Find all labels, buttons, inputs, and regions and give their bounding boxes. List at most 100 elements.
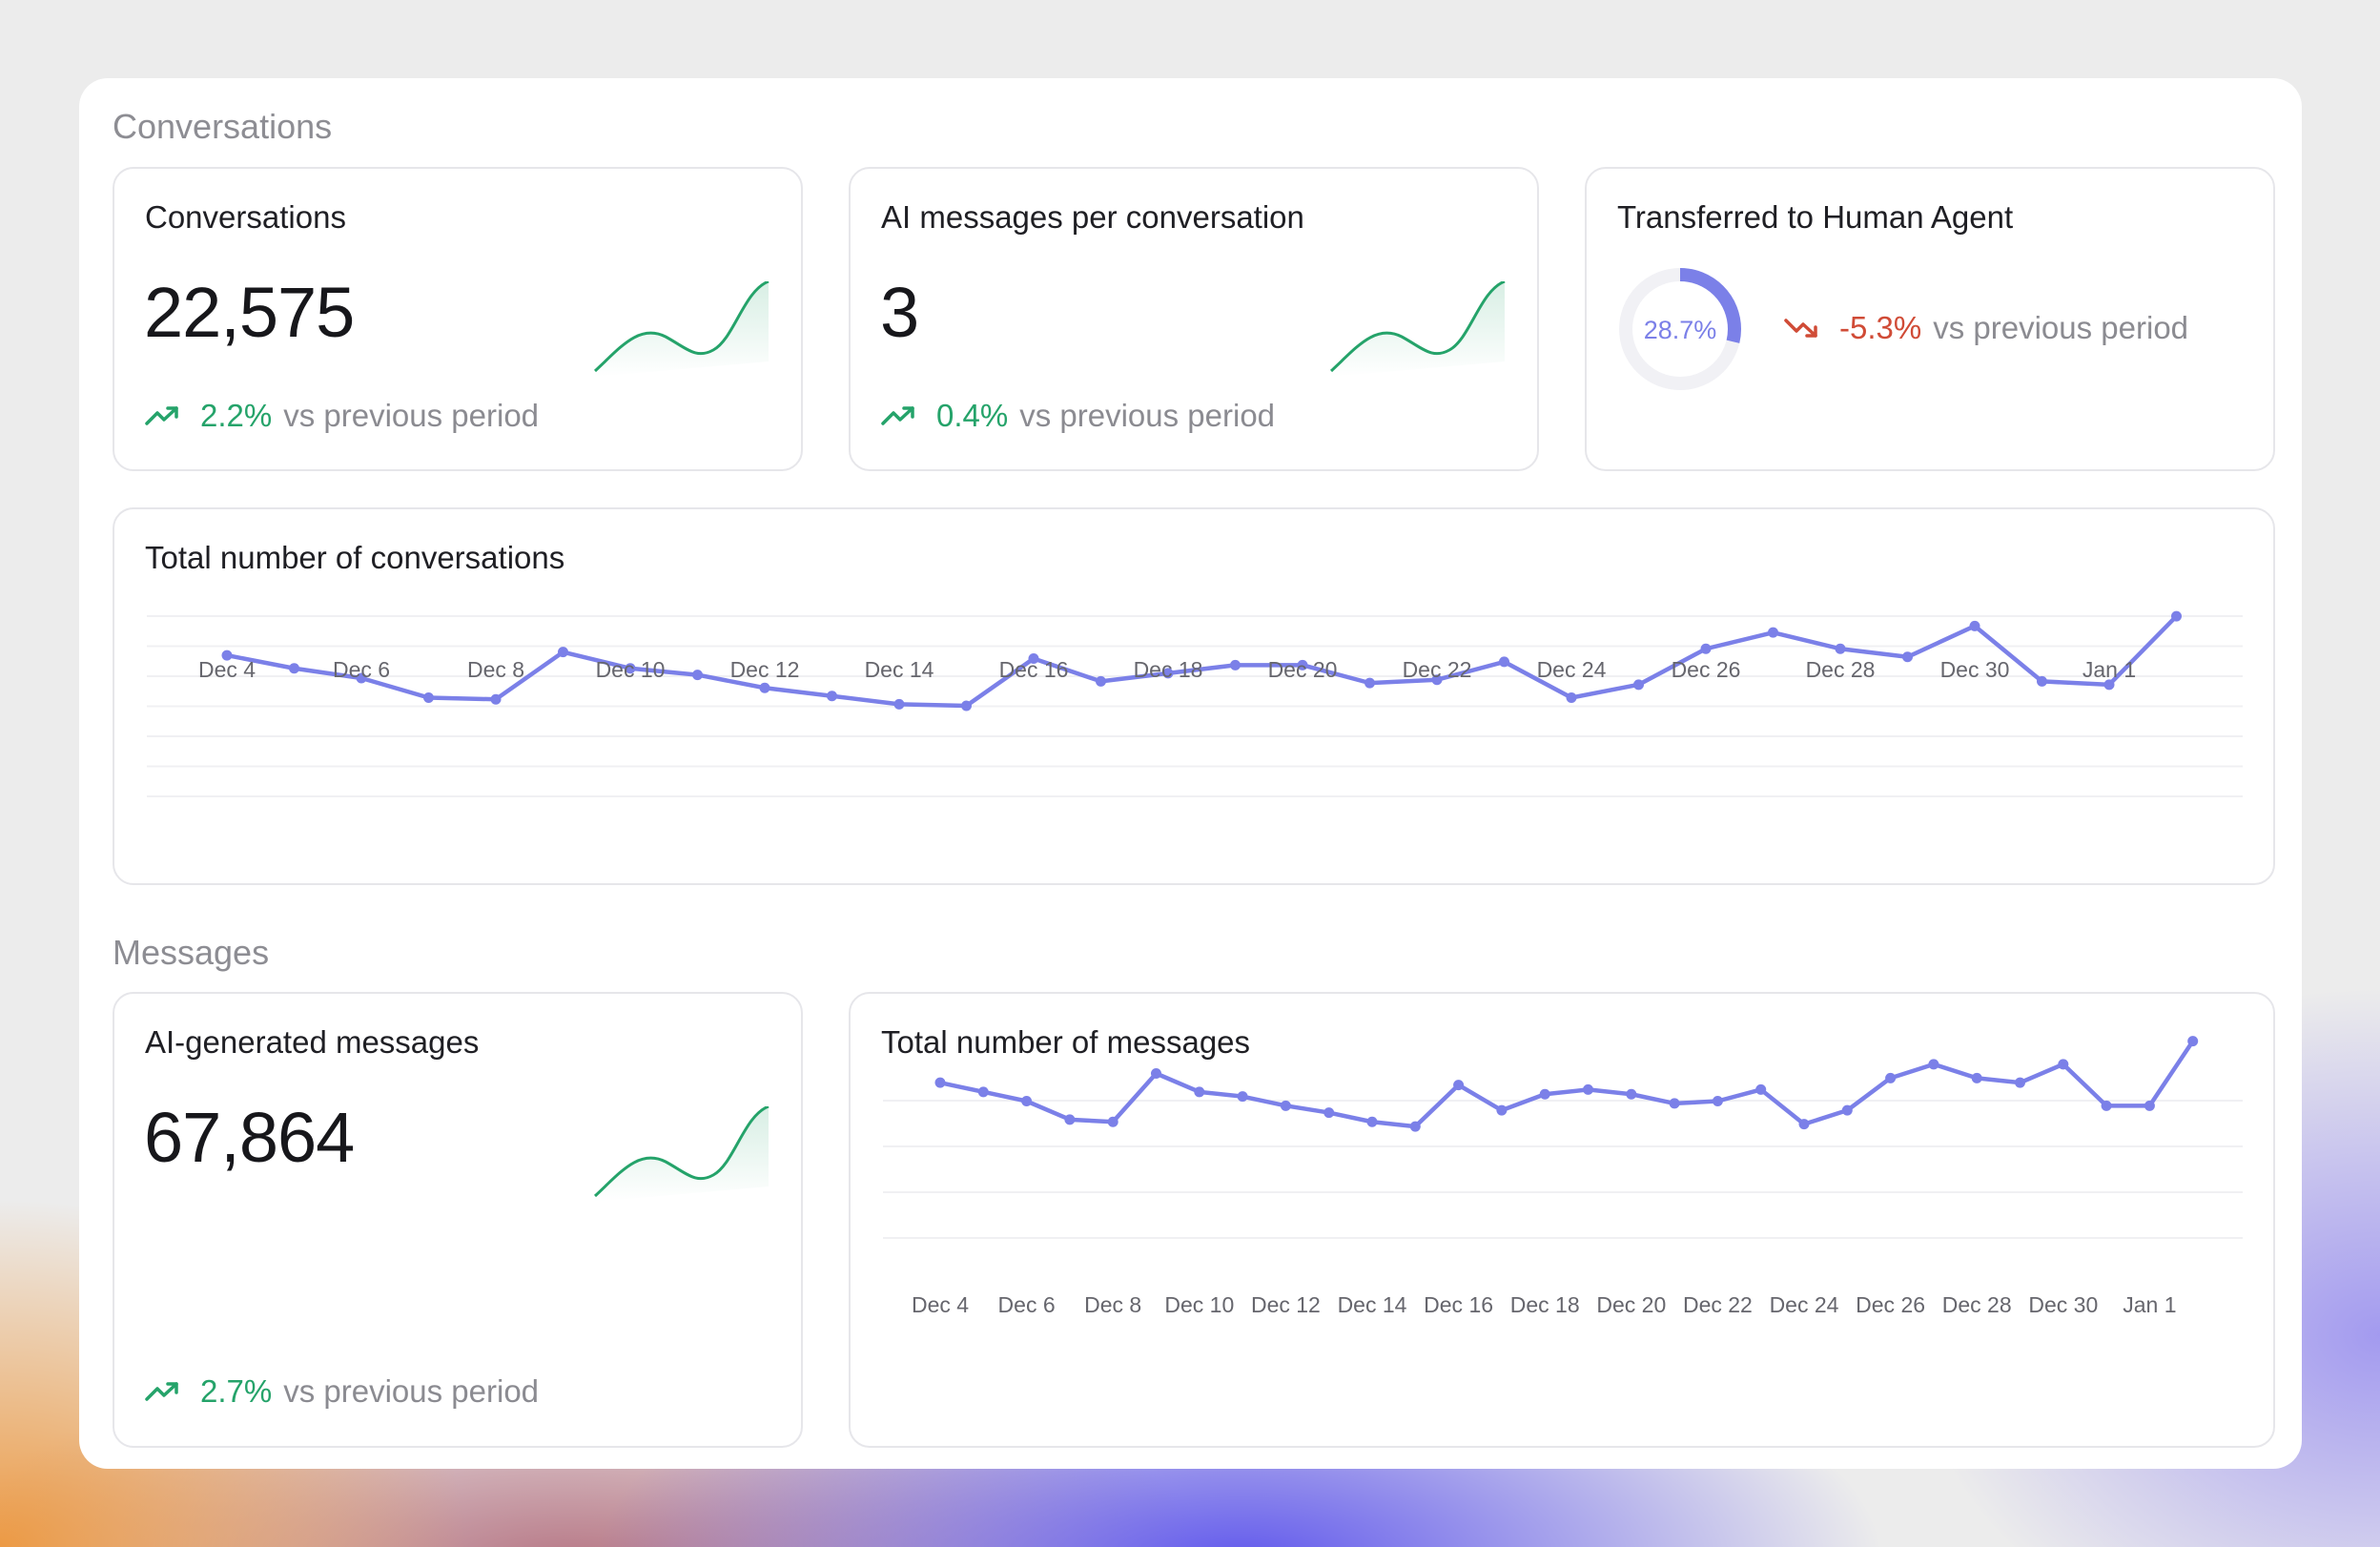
data-point	[1107, 1116, 1118, 1127]
data-point	[1230, 659, 1241, 670]
x-tick-label: Dec 24	[1537, 657, 1607, 682]
sparkline-chart	[593, 281, 769, 377]
conversations-chart-card[interactable]: Total number of conversations Dec 4 Dec 6…	[113, 507, 2275, 885]
data-point	[1323, 1107, 1335, 1119]
change-percent: -5.3%	[1839, 310, 1922, 345]
data-point	[1971, 1072, 1982, 1083]
change-suffix: vs previous period	[283, 1373, 540, 1409]
ai-generated-messages-card[interactable]: AI-generated messages 67,864 2.7% vs pre…	[113, 992, 803, 1448]
data-point	[1969, 620, 1980, 631]
data-point	[1496, 1104, 1508, 1116]
donut-value: 28.7%	[1644, 316, 1717, 344]
data-point	[1194, 1086, 1205, 1098]
data-point	[1096, 675, 1106, 687]
x-tick-label: Dec 10	[1164, 1292, 1234, 1317]
data-point	[961, 700, 972, 712]
change-suffix: vs previous period	[1019, 398, 1276, 433]
data-point	[1798, 1119, 1810, 1130]
card-title: Transferred to Human Agent	[1617, 199, 2014, 235]
transferred-trend: -5.3% vs previous period	[1784, 310, 2188, 346]
data-point	[1162, 668, 1174, 679]
messages-chart-card[interactable]: Total number of messages Dec 4 Dec 6 Dec 8…	[849, 992, 2275, 1448]
data-point	[1583, 1083, 1593, 1095]
change-percent: 2.7%	[200, 1373, 273, 1409]
x-tick-label: Dec 22	[1683, 1292, 1753, 1317]
transferred-to-human-card[interactable]: Transferred to Human Agent 28.7% -5.3% v…	[1585, 167, 2275, 471]
data-point	[2058, 1059, 2069, 1070]
x-tick-label: Dec 10	[596, 657, 666, 682]
conversations-card[interactable]: Conversations 22,575 2.2% vs previous pe…	[113, 167, 803, 471]
data-point	[2037, 675, 2047, 687]
ai-per-conversation-value: 3	[880, 273, 919, 352]
x-tick-label: Dec 12	[730, 657, 800, 682]
data-point	[1064, 1114, 1076, 1125]
series-line	[939, 1040, 2195, 1129]
x-tick-label: Dec 8	[467, 657, 524, 682]
x-tick-label: Dec 14	[1338, 1292, 1407, 1317]
trend-up-icon	[881, 406, 914, 425]
data-point	[221, 650, 233, 661]
data-point	[1885, 1072, 1897, 1083]
data-point	[356, 672, 367, 684]
ai-messages-per-conversation-card[interactable]: AI messages per conversation 3 0.4% vs p…	[849, 167, 1539, 471]
x-tick-label: Dec 4	[198, 657, 256, 682]
change-percent: 0.4%	[936, 398, 1009, 433]
data-point	[558, 647, 568, 658]
trend-down-icon	[1784, 319, 1817, 338]
data-point	[1633, 679, 1644, 691]
data-point	[1237, 1091, 1248, 1103]
x-tick-label: Dec 4	[912, 1292, 969, 1317]
data-point	[2103, 679, 2115, 691]
sparkline-chart	[1329, 281, 1506, 377]
data-point	[2015, 1077, 2025, 1088]
conversations-trend: 2.2% vs previous period	[145, 398, 539, 434]
card-title: AI-generated messages	[145, 1024, 480, 1060]
dashboard-panel: Conversations Conversations 22,575 2.2% …	[79, 78, 2302, 1469]
data-point	[1712, 1096, 1723, 1106]
ai-per-conversation-trend: 0.4% vs previous period	[881, 398, 1275, 434]
x-tick-label: Dec 6	[998, 1292, 1056, 1317]
data-point	[1902, 651, 1913, 663]
data-point	[1755, 1083, 1767, 1095]
data-point	[1626, 1088, 1637, 1100]
data-point	[2101, 1100, 2112, 1111]
x-tick-label: Dec 6	[333, 657, 390, 682]
series-line	[226, 614, 2179, 709]
data-point	[1539, 1088, 1550, 1100]
donut-arc	[1619, 268, 1741, 390]
change-suffix: vs previous period	[283, 398, 540, 433]
x-tick-label: Dec 26	[1856, 1292, 1925, 1317]
x-tick-label: Dec 14	[865, 657, 934, 682]
conversations-value: 22,575	[144, 273, 355, 352]
data-point	[1366, 1116, 1378, 1127]
data-point	[2187, 1036, 2199, 1047]
x-tick-label: Dec 22	[1403, 657, 1472, 682]
conversations-line-chart: Dec 4 Dec 6 Dec 8 Dec 10 Dec 12 Dec 14 Dec 16 D…	[147, 610, 2243, 797]
x-tick-label: Dec 28	[1806, 657, 1876, 682]
data-point	[490, 693, 502, 705]
data-point	[1566, 692, 1577, 703]
data-point	[2144, 1100, 2155, 1111]
data-point	[692, 670, 703, 681]
section-title-messages: Messages	[113, 933, 270, 972]
data-point	[1364, 677, 1375, 689]
x-tick-label: Dec 24	[1770, 1292, 1839, 1317]
x-tick-label: Dec 20	[1596, 1292, 1666, 1317]
x-tick-label: Dec 30	[2028, 1292, 2098, 1317]
data-point	[1835, 643, 1846, 654]
change-suffix: vs previous period	[1933, 310, 2189, 345]
transfer-donut: 28.7%	[1619, 268, 1741, 390]
data-point	[977, 1086, 989, 1098]
data-point	[893, 698, 905, 710]
data-point	[1431, 674, 1443, 686]
data-point	[289, 663, 299, 674]
x-tick-label: Dec 8	[1084, 1292, 1141, 1317]
data-point	[1669, 1098, 1680, 1109]
card-title: Conversations	[145, 199, 346, 235]
data-point	[1297, 659, 1308, 670]
trend-up-icon	[145, 406, 178, 425]
messages-line-chart: Dec 4 Dec 6 Dec 8 Dec 10 Dec 12 Dec 14 Dec 16 D…	[883, 1036, 2243, 1317]
data-point	[1280, 1100, 1291, 1111]
section-title-conversations: Conversations	[113, 107, 333, 146]
ai-generated-value: 67,864	[144, 1098, 355, 1177]
